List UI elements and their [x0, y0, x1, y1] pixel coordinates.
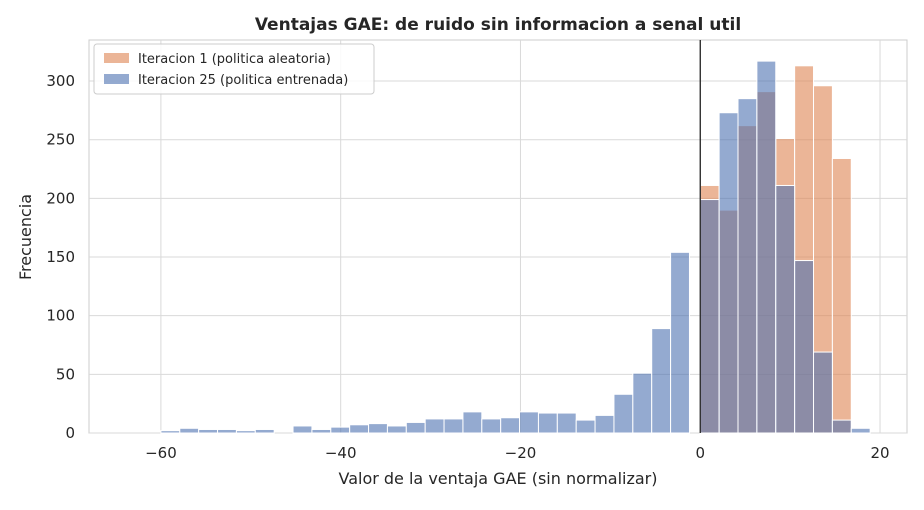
legend-swatch-iteracion-1: [104, 53, 129, 63]
histogram-bar-series-2: [831, 419, 852, 434]
histogram-bar-series-2: [718, 112, 739, 434]
histogram-bar-series-2: [254, 428, 275, 434]
histogram-bar-series-2: [198, 428, 219, 434]
y-tick-label: 300: [46, 72, 75, 90]
histogram-bar-series-2: [794, 260, 815, 434]
histogram-bar-series-2: [756, 60, 777, 434]
histogram-bar-series-2: [443, 418, 464, 434]
x-axis-label: Valor de la ventaja GAE (sin normalizar): [338, 469, 657, 488]
y-tick-label: 150: [46, 248, 75, 266]
histogram-bar-series-2: [311, 428, 332, 434]
chart-title: Ventajas GAE: de ruido sin informacion a…: [255, 15, 741, 35]
histogram-bar-series-2: [500, 417, 521, 434]
histogram-bar-series-2: [613, 393, 634, 434]
histogram-bar-series-2: [160, 430, 181, 434]
histogram-bar-series-2: [699, 199, 720, 434]
histogram-bar-series-2: [737, 98, 758, 434]
histogram-bar-series-2: [481, 418, 502, 434]
histogram-bar-series-2: [179, 427, 200, 434]
histogram-bar-series-2: [235, 430, 256, 434]
histogram-bar-series-2: [386, 425, 407, 434]
y-tick-label: 50: [56, 365, 75, 383]
histogram-bar-series-2: [594, 414, 615, 434]
histogram-bar-series-2: [292, 425, 313, 434]
y-tick-label: 250: [46, 131, 75, 149]
y-axis-label: Frecuencia: [16, 194, 35, 280]
histogram-bar-series-2: [775, 184, 796, 434]
histogram-bar-series-2: [330, 426, 351, 434]
histogram-bar-series-2: [537, 412, 558, 434]
histogram-bar-series-2: [575, 419, 596, 434]
histogram-bar-series-2: [632, 372, 653, 434]
histogram-bar-series-2: [519, 411, 539, 434]
histogram-bar-series-2: [813, 351, 833, 434]
x-tick-label: 0: [695, 444, 705, 462]
y-tick-label: 200: [46, 189, 75, 207]
histogram-bar-series-2: [556, 412, 577, 434]
x-tick-label: −60: [145, 444, 177, 462]
legend: Iteracion 1 (politica aleatoria) Iteraci…: [93, 43, 375, 95]
histogram-bar-series-2: [349, 424, 370, 434]
histogram-bar-series-2: [405, 421, 426, 434]
y-tick-label: 100: [46, 307, 75, 325]
x-tick-label: −40: [325, 444, 357, 462]
x-tick-label: 20: [870, 444, 889, 462]
legend-box: [93, 43, 375, 95]
histogram-bar-series-1: [831, 157, 852, 434]
histogram-bar-series-2: [217, 428, 237, 434]
y-tick-label: 0: [65, 424, 75, 442]
legend-swatch-iteracion-25: [104, 74, 129, 84]
legend-label-iteracion-25: Iteracion 25 (politica entrenada): [138, 73, 348, 88]
histogram-bar-series-2: [424, 418, 445, 434]
histogram-bar-series-2: [368, 423, 388, 434]
histogram-bar-series-2: [670, 251, 690, 434]
histogram-bar-series-2: [462, 411, 483, 434]
legend-label-iteracion-1: Iteracion 1 (politica aleatoria): [138, 52, 331, 67]
histogram-bar-series-2: [651, 328, 672, 434]
histogram-bar-series-2: [850, 427, 871, 434]
x-tick-label: −20: [505, 444, 537, 462]
